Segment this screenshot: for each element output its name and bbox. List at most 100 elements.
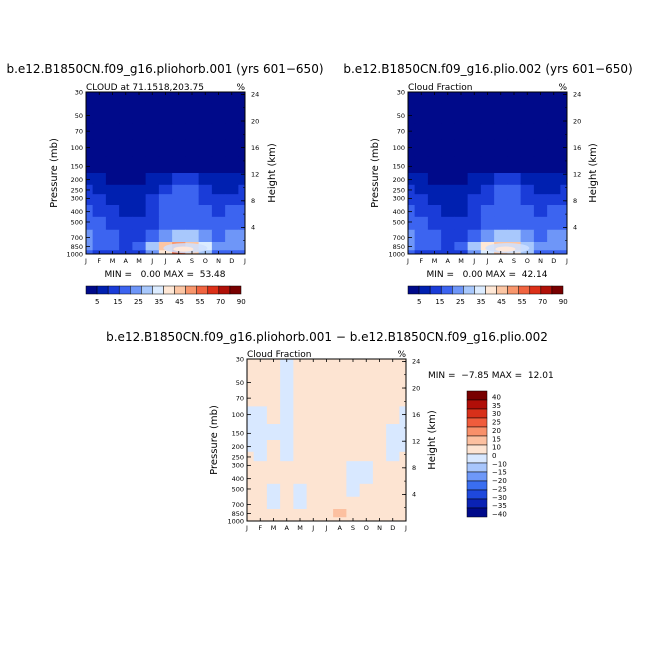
contour-cell (238, 103, 246, 124)
y-tick-label: 50 (75, 112, 83, 120)
colorbar-swatch (418, 285, 431, 295)
colorbar-swatch (518, 285, 531, 295)
y-tick-label: 400 (71, 208, 83, 216)
contour-cell (198, 92, 213, 105)
colorbar-label: 25 (492, 419, 501, 427)
contour-cell (359, 359, 374, 372)
contour-cell (185, 229, 200, 243)
contour-cell (454, 139, 469, 158)
x-tick-label: M (432, 257, 438, 265)
contour-cell (92, 139, 107, 158)
contour-cell (92, 103, 107, 124)
contour-cell (547, 139, 561, 158)
contour-cell (225, 103, 239, 124)
contour-cell (408, 216, 416, 231)
contour-cell (494, 173, 508, 186)
contour-cell (86, 229, 94, 243)
height-tick-label: 8 (573, 197, 577, 205)
contour-cell (185, 156, 200, 174)
contour-cell (533, 216, 548, 231)
contour-cell (467, 229, 482, 243)
contour-cell (132, 123, 147, 140)
contour-cell (359, 509, 374, 518)
contour-cell (507, 156, 522, 174)
contour-cell (86, 92, 94, 105)
contour-cell (408, 229, 416, 243)
contour-cell (399, 440, 407, 453)
contour-cell (399, 472, 407, 485)
contour-cell (105, 156, 120, 174)
contour-cell (145, 216, 160, 231)
contour-cell (266, 440, 281, 453)
contour-cell (333, 451, 347, 462)
contour-cell (198, 139, 213, 158)
y-tick-label: 500 (232, 485, 244, 493)
contour-cell (198, 103, 213, 124)
contour-cell (408, 123, 416, 140)
contour-cell (547, 123, 561, 140)
contour-cell (92, 184, 107, 195)
colorbar-swatch (466, 399, 488, 410)
contour-cell (319, 496, 334, 510)
contour-cell (211, 103, 226, 124)
y-tick-label: 200 (393, 176, 405, 184)
contour-cell (266, 359, 281, 372)
contour-cell (253, 461, 268, 473)
contour-cell (238, 173, 246, 186)
contour-cell (306, 461, 321, 473)
contour-cell (280, 483, 294, 498)
contour-cell (480, 173, 495, 186)
x-tick-label: F (97, 257, 101, 265)
contour-cell (520, 156, 535, 174)
colorbar-swatch (85, 285, 98, 295)
height-axis-label: Height (km) (267, 143, 278, 203)
contour-cell (414, 156, 429, 174)
colorbar-swatch (207, 285, 220, 295)
contour-cell (145, 242, 160, 251)
x-tick-label: J (245, 524, 248, 532)
colorbar-label: 0 (492, 452, 496, 460)
contour-cell (441, 194, 455, 206)
contour-cell (441, 229, 455, 243)
contour-cell (119, 173, 133, 186)
x-tick-label: J (243, 257, 246, 265)
colorbar-label: −30 (492, 494, 507, 502)
contour-cell (399, 406, 407, 425)
contour-cell (105, 242, 120, 251)
colorbar-swatch (229, 285, 242, 295)
contour-cell (399, 423, 407, 441)
contour-cell (414, 229, 429, 243)
panel-plio: b.e12.B1850CN.f09_g16.plio.002 (yrs 601−… (343, 62, 632, 306)
contour-cell (132, 173, 147, 186)
contour-cell (132, 139, 147, 158)
contour-cell (333, 483, 347, 498)
contour-cell (386, 451, 400, 462)
y-tick-label: 150 (232, 430, 244, 438)
colorbar-label: 70 (538, 298, 547, 306)
colorbar-swatch (463, 285, 475, 295)
contour-cell (480, 229, 495, 243)
colorbar-label: 20 (492, 427, 501, 435)
contour-cell (408, 92, 416, 105)
contour-cell (454, 184, 469, 195)
contour-cell (408, 205, 416, 218)
contour-cell (372, 440, 387, 453)
contour-cell (105, 216, 120, 231)
contour-cell (172, 139, 186, 158)
contour-cell (427, 156, 442, 174)
y-tick-label: 250 (71, 186, 83, 194)
contour-cell (359, 483, 374, 498)
contour-cell (520, 229, 535, 243)
contour-cell (86, 194, 94, 206)
contour-cell (427, 229, 442, 243)
colorbar-swatch (474, 285, 486, 295)
contour-cell (266, 423, 281, 441)
contour-cell (372, 472, 387, 485)
height-tick-label: 12 (412, 438, 420, 446)
contour-cell (198, 194, 213, 206)
y-tick-label: 70 (236, 394, 244, 402)
